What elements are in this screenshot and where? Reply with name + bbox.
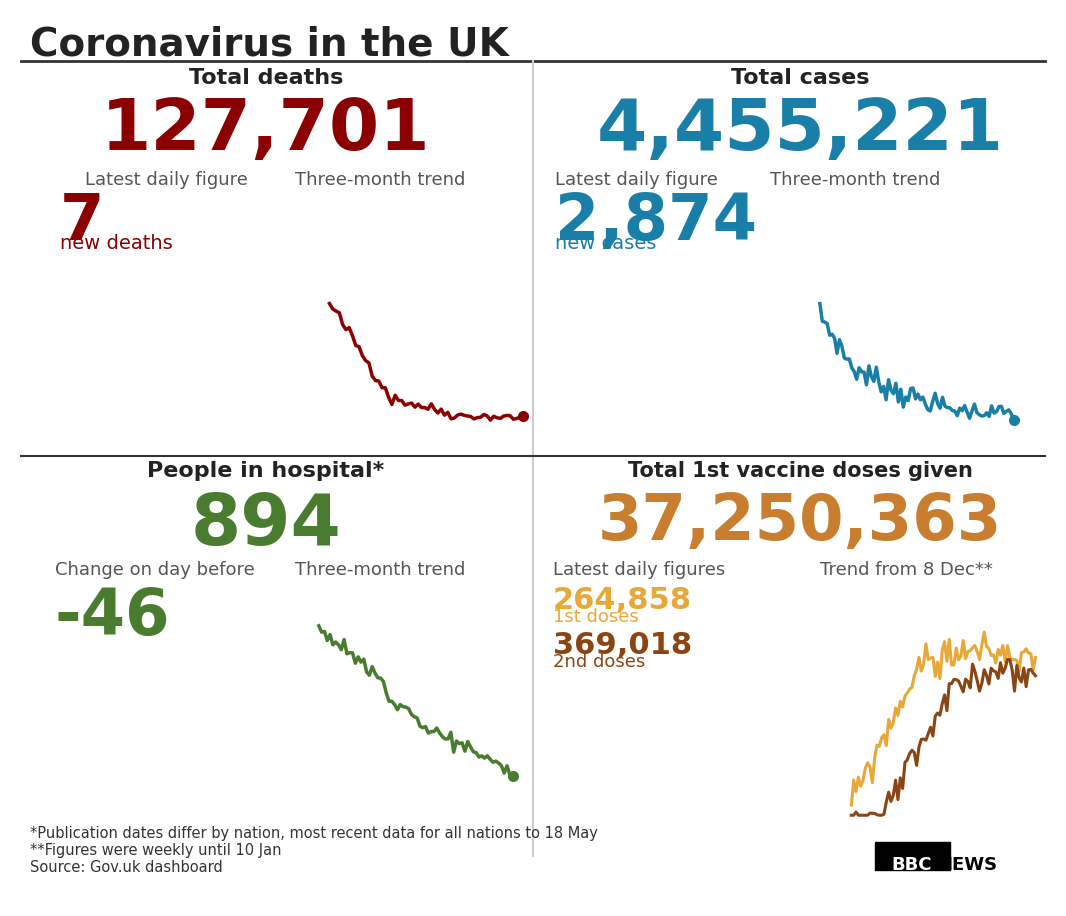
Text: **Figures were weekly until 10 Jan: **Figures were weekly until 10 Jan (30, 843, 281, 858)
Text: Total 1st vaccine doses given: Total 1st vaccine doses given (628, 461, 972, 481)
FancyBboxPatch shape (875, 842, 950, 870)
Text: 7: 7 (60, 191, 104, 253)
Text: 1st doses: 1st doses (553, 608, 639, 626)
Text: new deaths: new deaths (60, 234, 173, 253)
Text: new cases: new cases (555, 234, 657, 253)
Text: Trend from 8 Dec**: Trend from 8 Dec** (820, 561, 992, 579)
Text: 369,018: 369,018 (553, 631, 692, 660)
Text: 37,250,363: 37,250,363 (598, 491, 1002, 553)
Text: 4,455,221: 4,455,221 (597, 96, 1003, 165)
Text: Three-month trend: Three-month trend (770, 171, 940, 189)
Text: 127,701: 127,701 (101, 96, 431, 165)
Text: Source: Gov.uk dashboard: Source: Gov.uk dashboard (30, 860, 223, 875)
Text: NEWS: NEWS (937, 856, 997, 874)
Text: Latest daily figure: Latest daily figure (555, 171, 717, 189)
Text: *Publication dates differ by nation, most recent data for all nations to 18 May: *Publication dates differ by nation, mos… (30, 826, 598, 841)
Text: Latest daily figure: Latest daily figure (85, 171, 248, 189)
Text: 264,858: 264,858 (553, 586, 692, 615)
Text: BBC: BBC (892, 856, 933, 874)
Text: -46: -46 (55, 586, 171, 648)
Text: 2nd doses: 2nd doses (553, 653, 645, 671)
Text: Total cases: Total cases (731, 68, 869, 88)
Text: Coronavirus in the UK: Coronavirus in the UK (30, 26, 508, 64)
Text: 2,874: 2,874 (555, 191, 757, 253)
Text: Total deaths: Total deaths (189, 68, 343, 88)
Text: Three-month trend: Three-month trend (295, 171, 466, 189)
Text: People in hospital*: People in hospital* (147, 461, 385, 481)
Text: Latest daily figures: Latest daily figures (553, 561, 725, 579)
Text: Change on day before: Change on day before (55, 561, 255, 579)
Text: 894: 894 (191, 491, 341, 560)
Text: Three-month trend: Three-month trend (295, 561, 466, 579)
